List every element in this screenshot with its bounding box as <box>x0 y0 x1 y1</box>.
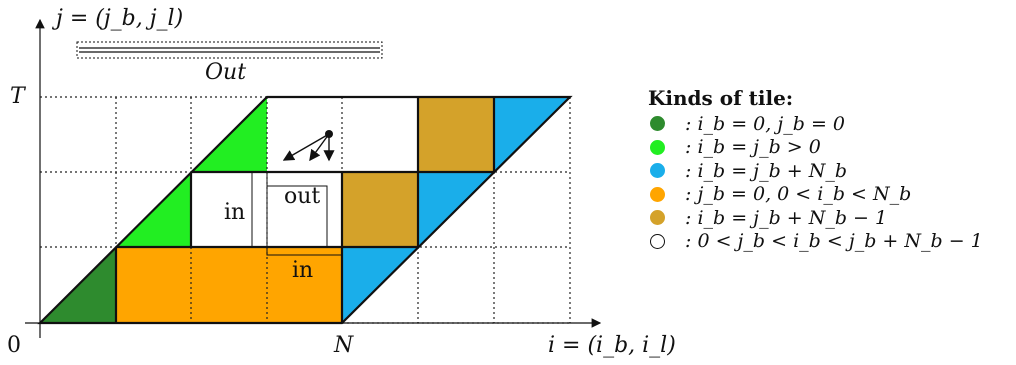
x-axis-label: i = (i_b, i_l) <box>548 333 676 358</box>
legend: Kinds of tile: : i_b = 0, j_b = 0 : i_b … <box>648 86 983 253</box>
y-axis-label: j = (j_b, j_l) <box>56 6 184 31</box>
tile-gold-1 <box>342 172 418 247</box>
legend-item-label: : j_b = 0, 0 < i_b < N_b <box>685 183 912 206</box>
tile-gold-2 <box>418 97 494 172</box>
legend-title: Kinds of tile: <box>648 86 794 110</box>
legend-item-blue: : i_b = j_b + N_b <box>648 159 983 183</box>
legend-item-gold: : i_b = j_b + N_b − 1 <box>648 206 983 230</box>
gold-dot-icon <box>650 210 665 226</box>
origin-label: 0 <box>7 333 21 358</box>
legend-item-label: : 0 < j_b < i_b < j_b + N_b − 1 <box>685 230 983 253</box>
legend-item-white: : 0 < j_b < i_b < j_b + N_b − 1 <box>648 230 983 254</box>
dependency-arrows <box>282 133 335 162</box>
legend-item-label: : i_b = j_b + N_b <box>685 159 848 182</box>
in-bottom-label: in <box>292 258 314 283</box>
y-tick-t: T <box>10 84 25 109</box>
legend-item-label: : i_b = j_b > 0 <box>685 136 821 159</box>
out-center-label: out <box>284 184 321 209</box>
x-tick-n: N <box>334 333 354 358</box>
source-point <box>325 130 333 138</box>
legend-item-orange: : j_b = 0, 0 < i_b < N_b <box>648 183 983 207</box>
orange-dot-icon <box>650 186 665 202</box>
tile-orange <box>116 247 342 323</box>
in-out-regions <box>251 171 343 256</box>
out-band-label: Out <box>205 60 247 85</box>
light-green-dot-icon <box>650 139 665 155</box>
legend-item-label: : i_b = 0, j_b = 0 <box>685 112 845 135</box>
white-circle-icon <box>650 233 665 249</box>
legend-item-dark-green: : i_b = 0, j_b = 0 <box>648 112 983 136</box>
in-left-label: in <box>224 200 246 225</box>
legend-item-label: : i_b = j_b + N_b − 1 <box>685 206 888 229</box>
dark-green-dot-icon <box>650 116 665 132</box>
out-band <box>76 41 383 59</box>
blue-dot-icon <box>650 163 665 179</box>
legend-item-light-green: : i_b = j_b > 0 <box>648 136 983 160</box>
